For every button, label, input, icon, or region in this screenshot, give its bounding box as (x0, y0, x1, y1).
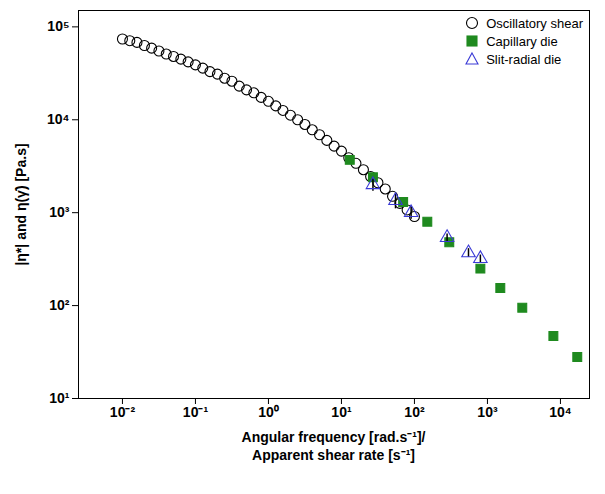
svg-text:10³: 10³ (49, 204, 70, 220)
svg-text:10⁰: 10⁰ (258, 404, 279, 420)
svg-text:10²: 10² (49, 297, 70, 313)
svg-text:10⁴: 10⁴ (549, 404, 572, 420)
svg-text:10⁵: 10⁵ (47, 18, 69, 34)
html-text:Angular frequency [rad.s⁻¹]/: Angular frequency [rad.s⁻¹]/ (241, 429, 426, 445)
svg-text:10²: 10² (404, 404, 425, 420)
svg-text:10⁻¹: 10⁻¹ (183, 404, 209, 420)
html-text:Oscillatory shear: Oscillatory shear (486, 15, 583, 31)
svg-text:10⁴: 10⁴ (47, 111, 70, 127)
svg-text:10¹: 10¹ (331, 404, 352, 420)
html-text:Capillary die: Capillary die (486, 33, 558, 49)
html-text:Slit-radial die: Slit-radial die (486, 51, 562, 67)
html-text:Apparent shear rate [s⁻¹]: Apparent shear rate [s⁻¹] (252, 447, 415, 463)
svg-text:10³: 10³ (477, 404, 498, 420)
svg-text:10¹: 10¹ (49, 390, 70, 406)
svg-text:10⁻²: 10⁻² (110, 404, 136, 420)
svg-text:|η*| and η(γ̇) [Pa.s]: |η*| and η(γ̇) [Pa.s] (13, 143, 29, 265)
